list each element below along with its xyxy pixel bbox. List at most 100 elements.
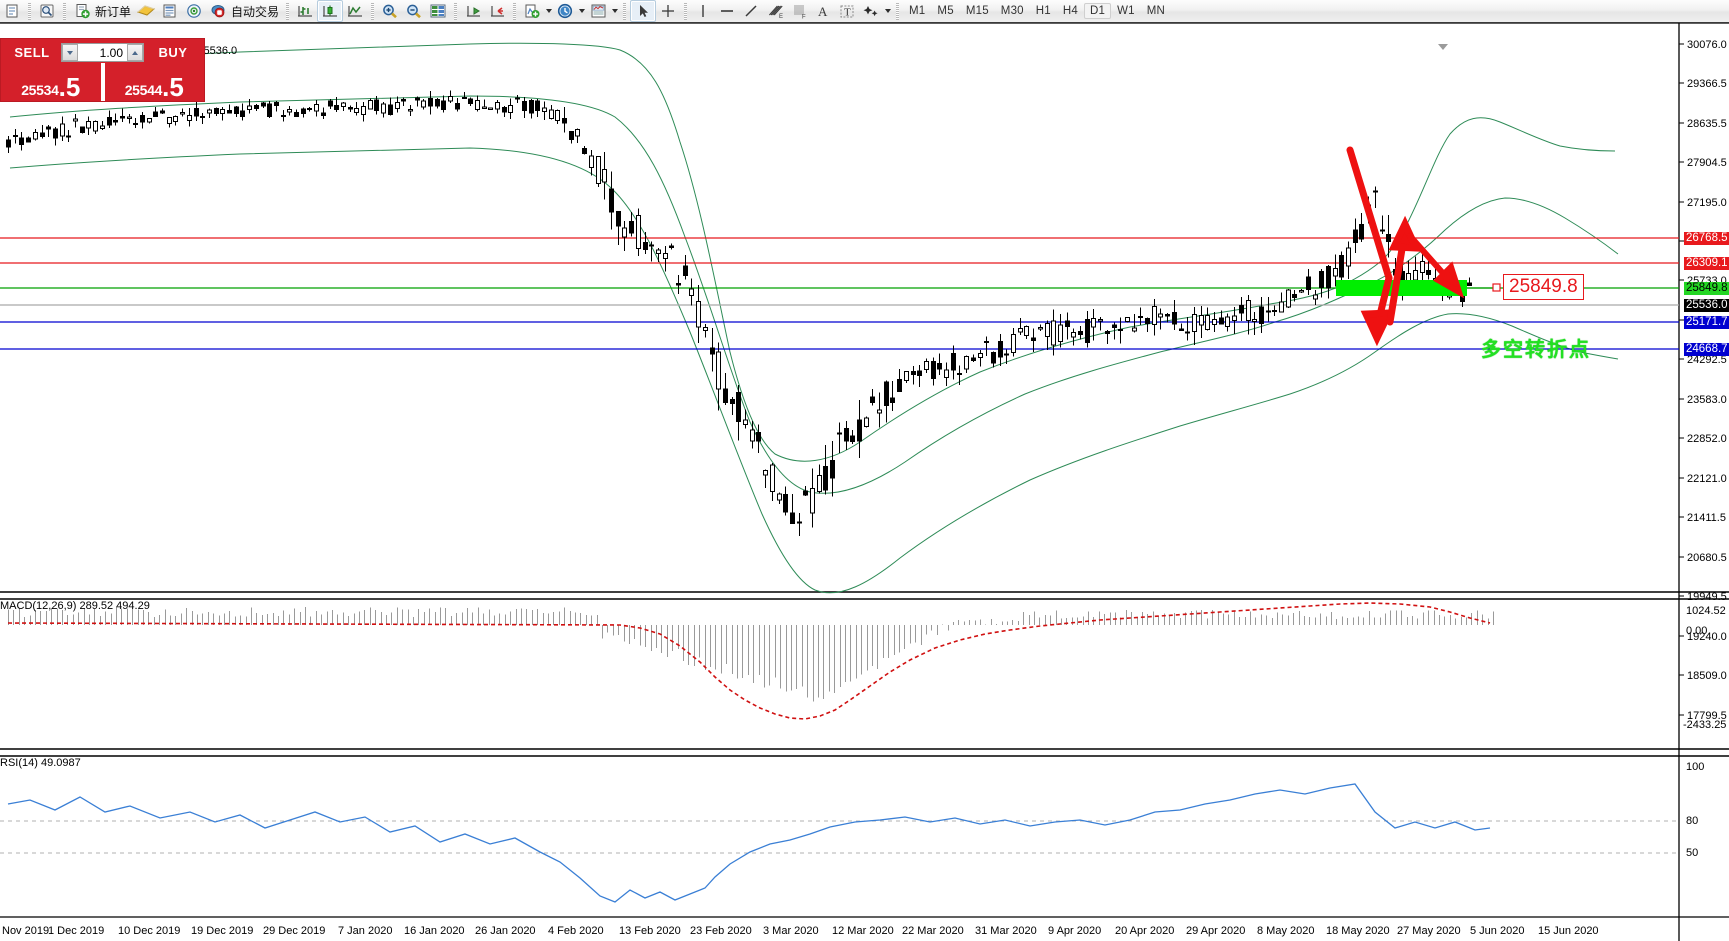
candle-body bbox=[562, 117, 567, 124]
buy-button[interactable]: BUY bbox=[158, 45, 188, 60]
volume-input[interactable]: 1.00 bbox=[99, 45, 123, 60]
text-icon[interactable]: A bbox=[811, 1, 835, 21]
sell-button[interactable]: SELL bbox=[14, 45, 50, 60]
periods-icon[interactable] bbox=[553, 1, 577, 21]
price-axis-label: 27904.5 bbox=[1687, 157, 1727, 169]
one-click-trading-prices[interactable]: 25534 .5 25544 .5 bbox=[1, 63, 204, 101]
tab-timeframe-mn[interactable]: MN bbox=[1146, 5, 1166, 17]
candle-body bbox=[1420, 260, 1425, 274]
tab-timeframe-m30[interactable]: M30 bbox=[1000, 5, 1024, 17]
candle-body bbox=[1098, 319, 1103, 322]
candle-body bbox=[844, 428, 849, 442]
shapes-dropdown-caret[interactable] bbox=[883, 2, 892, 20]
zoom-out-icon[interactable] bbox=[402, 1, 426, 21]
auto-scroll-icon[interactable] bbox=[485, 1, 509, 21]
svg-text:E: E bbox=[779, 14, 783, 19]
chart-shift-icon[interactable] bbox=[461, 1, 485, 21]
price-axis-label: 27195.0 bbox=[1687, 197, 1727, 209]
wallet-icon[interactable] bbox=[134, 1, 158, 21]
volume-increment-button[interactable] bbox=[127, 44, 143, 61]
price-callout-box[interactable]: 25849.8 bbox=[1503, 274, 1584, 300]
candle-body bbox=[508, 104, 513, 114]
tab-timeframe-m15[interactable]: M15 bbox=[965, 5, 989, 17]
price-tag-current[interactable]: 25536.0 bbox=[1684, 299, 1729, 312]
price-axis-label: 29366.5 bbox=[1687, 78, 1727, 90]
sell-price-integer: 25534 bbox=[21, 82, 59, 98]
candle-body bbox=[1292, 294, 1297, 298]
templates-dropdown-caret[interactable] bbox=[610, 2, 619, 20]
indicators-icon[interactable] bbox=[520, 1, 544, 21]
candle-body bbox=[877, 409, 882, 414]
new-order-icon[interactable] bbox=[70, 1, 94, 21]
volume-stepper[interactable]: 1.00 bbox=[61, 43, 144, 62]
price-tag-support-upper[interactable]: 25171.7 bbox=[1684, 316, 1729, 329]
candle-body bbox=[435, 99, 440, 107]
bar-chart-icon[interactable] bbox=[293, 1, 317, 21]
auto-trading-label[interactable]: 自动交易 bbox=[231, 4, 280, 19]
fibonacci-icon[interactable]: E bbox=[763, 1, 787, 21]
candle-body bbox=[622, 227, 627, 238]
price-tag-resistance-upper[interactable]: 26768.5 bbox=[1684, 232, 1729, 245]
new-order-label[interactable]: 新订单 bbox=[95, 4, 132, 19]
crosshair-icon[interactable] bbox=[656, 1, 680, 21]
terminal-icon[interactable] bbox=[0, 1, 24, 21]
candle-body bbox=[911, 370, 916, 376]
price-tag-target[interactable]: 25849.8 bbox=[1684, 282, 1729, 295]
buy-price[interactable]: 25544 .5 bbox=[105, 63, 205, 101]
sell-price[interactable]: 25534 .5 bbox=[1, 63, 101, 101]
candle-body bbox=[783, 494, 788, 513]
candle-body bbox=[1359, 224, 1364, 240]
price-axis-label: 24292.5 bbox=[1687, 354, 1727, 366]
vertical-line-icon[interactable] bbox=[691, 1, 715, 21]
candle-body bbox=[1252, 319, 1257, 322]
volume-decrement-button[interactable] bbox=[62, 44, 78, 61]
time-axis-label: 23 Feb 2020 bbox=[690, 925, 752, 937]
tile-windows-icon[interactable] bbox=[426, 1, 450, 21]
price-tag-resistance-lower[interactable]: 26309.1 bbox=[1684, 257, 1729, 270]
candle-body bbox=[482, 106, 487, 109]
candle-body bbox=[777, 493, 782, 501]
chart-area[interactable]: 30076.029366.528635.527904.527195.026464… bbox=[0, 22, 1729, 941]
data-window-icon[interactable] bbox=[158, 1, 182, 21]
price-tag-support-lower[interactable]: 24668.7 bbox=[1684, 343, 1729, 356]
candle-body bbox=[522, 100, 527, 111]
navigator-icon[interactable] bbox=[182, 1, 206, 21]
tab-timeframe-d1[interactable]: D1 bbox=[1084, 3, 1112, 19]
cursor-icon[interactable] bbox=[630, 0, 657, 22]
templates-icon[interactable] bbox=[586, 1, 610, 21]
candle-body bbox=[46, 126, 51, 130]
one-click-trading-panel[interactable]: SELL 1.00 BUY 25534 .5 25544 .5 bbox=[0, 38, 205, 102]
channel-icon[interactable]: F bbox=[787, 1, 811, 21]
macd-indicator-title: MACD(12,26,9) 289.52 494.29 bbox=[0, 600, 150, 612]
candle-body bbox=[86, 121, 91, 129]
candle-body bbox=[1138, 315, 1143, 319]
zoom-in-icon[interactable] bbox=[378, 1, 402, 21]
tab-timeframe-h1[interactable]: H1 bbox=[1035, 5, 1051, 17]
market-watch-icon[interactable] bbox=[35, 1, 59, 21]
one-click-trading-controls[interactable]: SELL 1.00 BUY bbox=[1, 39, 204, 63]
horizontal-line-icon[interactable] bbox=[715, 1, 739, 21]
text-label-icon[interactable]: T bbox=[835, 1, 859, 21]
candle-body bbox=[1172, 312, 1177, 325]
candle-body bbox=[971, 357, 976, 362]
auto-trading-icon[interactable] bbox=[206, 1, 230, 21]
shapes-icon[interactable] bbox=[859, 1, 883, 21]
indicators-dropdown-caret[interactable] bbox=[544, 2, 553, 20]
main-toolbar[interactable]: 新订单 自动交易 bbox=[0, 0, 1729, 23]
tab-timeframe-w1[interactable]: W1 bbox=[1117, 5, 1135, 17]
rsi-scale-80: 80 bbox=[1686, 815, 1699, 827]
candlestick-chart-icon[interactable] bbox=[317, 0, 344, 22]
time-axis-label: 13 Feb 2020 bbox=[619, 925, 681, 937]
candle-body bbox=[1413, 270, 1418, 281]
tab-timeframe-m5[interactable]: M5 bbox=[937, 5, 954, 17]
trendline-icon[interactable] bbox=[739, 1, 763, 21]
tab-timeframe-h4[interactable]: H4 bbox=[1062, 5, 1078, 17]
candle-body bbox=[60, 123, 65, 137]
candle-body bbox=[113, 119, 118, 123]
candle-body bbox=[408, 109, 413, 112]
tab-timeframe-m1[interactable]: M1 bbox=[909, 5, 926, 17]
line-chart-icon[interactable] bbox=[343, 1, 367, 21]
candle-body bbox=[1272, 309, 1277, 312]
periods-dropdown-caret[interactable] bbox=[577, 2, 586, 20]
toolbar-separator bbox=[369, 2, 376, 20]
